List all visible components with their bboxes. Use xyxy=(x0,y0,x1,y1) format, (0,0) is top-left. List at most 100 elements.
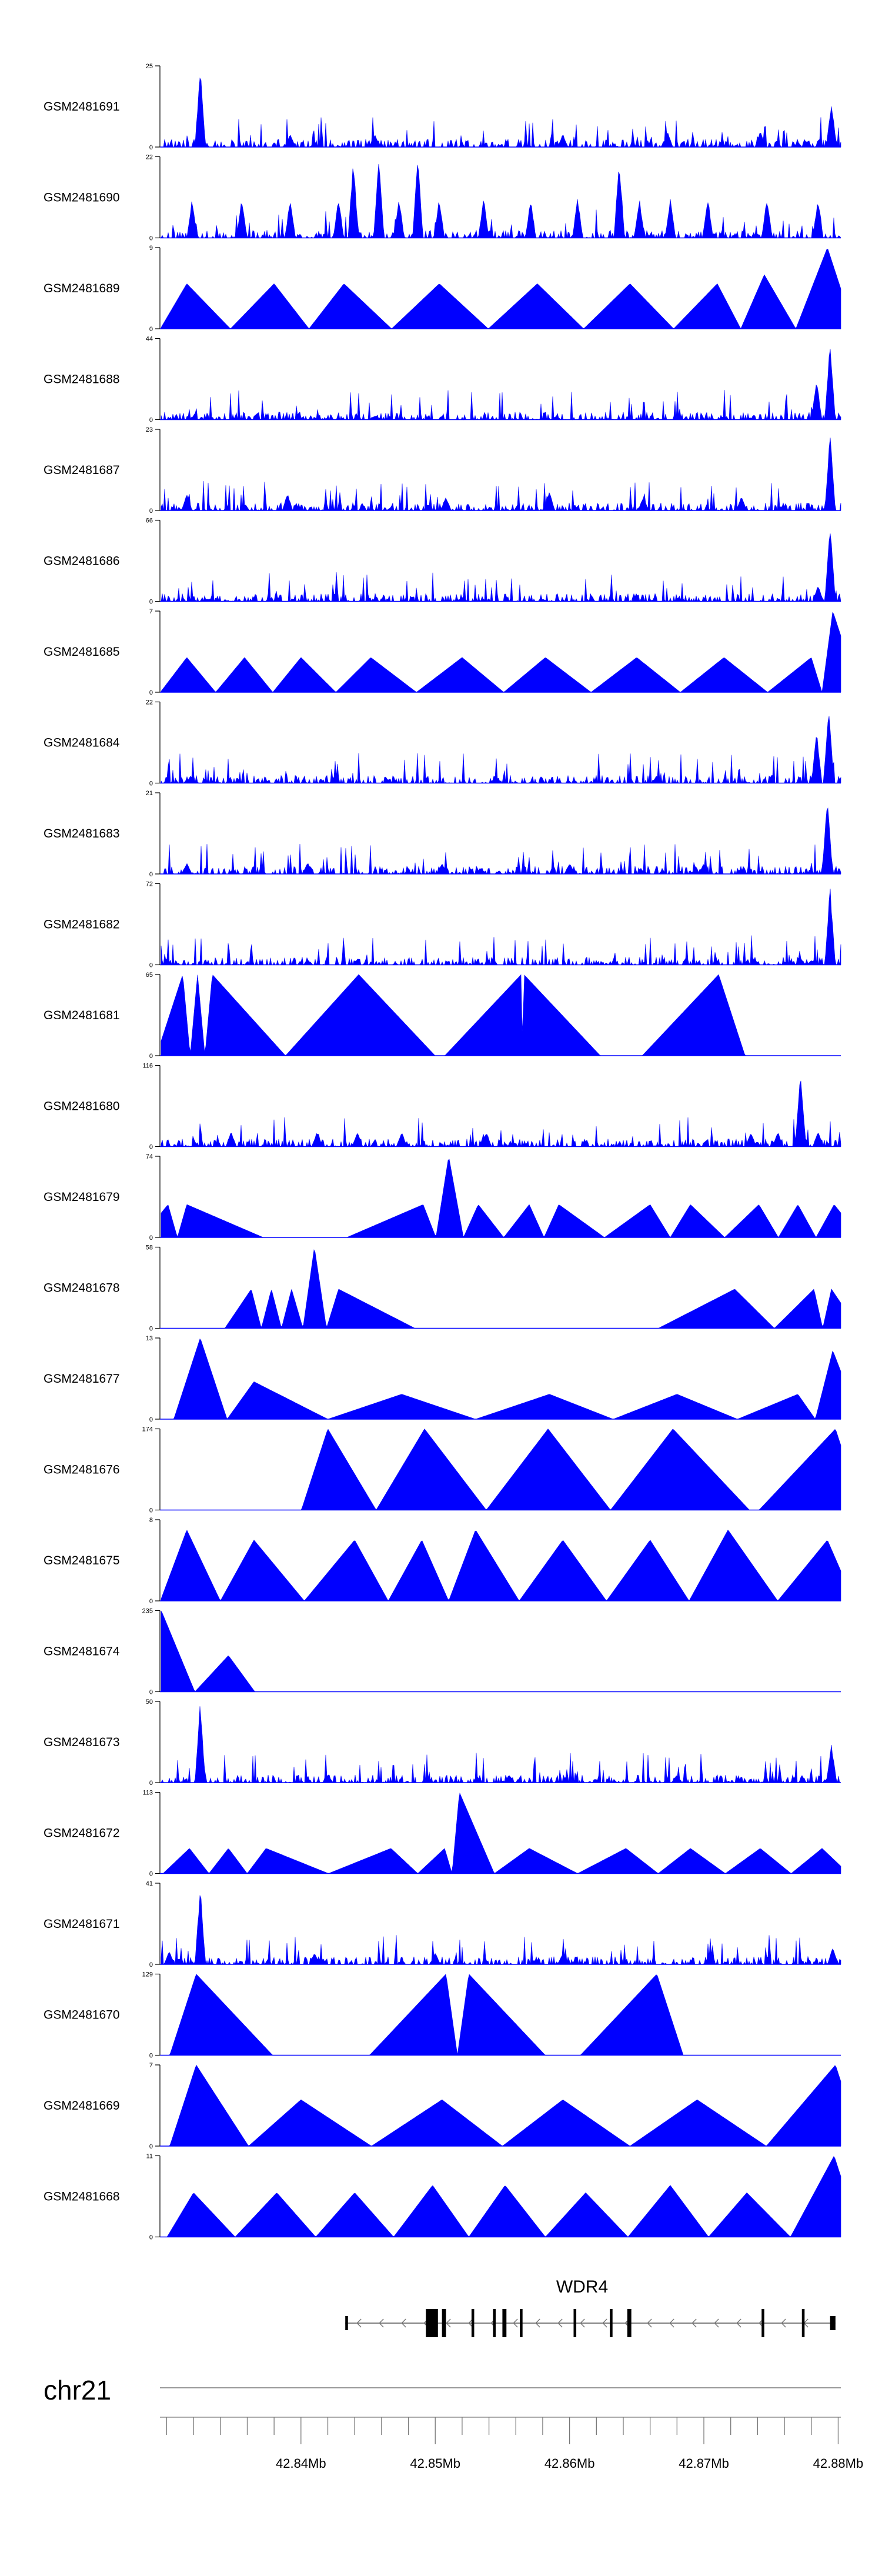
y-tick-label-max: 13 xyxy=(146,1335,153,1342)
exon xyxy=(801,2309,805,2337)
y-tick-label-max: 21 xyxy=(146,790,153,797)
y-tick-label-max: 116 xyxy=(142,1063,153,1070)
coverage-area xyxy=(161,1249,841,1329)
track-GSM2481682: GSM2481682 72 0 xyxy=(44,881,841,969)
coverage-area xyxy=(161,2155,841,2237)
coverage-area xyxy=(161,349,841,421)
strand-arrow xyxy=(379,2318,384,2328)
y-tick-label-zero: 0 xyxy=(149,1416,153,1423)
track-GSM2481687: GSM2481687 23 0 xyxy=(44,426,841,515)
gene-track: WDR4 xyxy=(345,2277,836,2337)
track-label: GSM2481684 xyxy=(44,736,120,750)
y-tick-label-max: 25 xyxy=(146,63,153,70)
track-label: GSM2481669 xyxy=(44,2099,120,2113)
y-tick-label-zero: 0 xyxy=(149,1053,153,1060)
track-GSM2481668: GSM2481668 11 0 xyxy=(44,2153,841,2241)
coverage-area xyxy=(161,533,841,602)
coverage-area xyxy=(161,1792,841,1874)
y-tick-label-max: 65 xyxy=(146,972,153,979)
coverage-area xyxy=(161,1974,841,2056)
coverage-area xyxy=(161,1338,841,1420)
exon xyxy=(471,2309,475,2337)
strand-arrow xyxy=(356,2318,362,2328)
coverage-area xyxy=(161,1159,841,1238)
strand-arrow xyxy=(468,2318,473,2328)
y-tick-label-max: 58 xyxy=(146,1244,153,1252)
track-label: GSM2481682 xyxy=(44,918,120,932)
strand-arrow xyxy=(647,2318,652,2328)
track-GSM2481678: GSM2481678 58 0 xyxy=(44,1244,841,1333)
strand-arrow xyxy=(513,2318,518,2328)
track-label: GSM2481670 xyxy=(44,2008,120,2022)
coverage-area xyxy=(161,1080,841,1147)
y-tick-label-zero: 0 xyxy=(149,1507,153,1514)
track-label: GSM2481677 xyxy=(44,1372,120,1386)
coverage-area xyxy=(161,249,841,329)
track-GSM2481669: GSM2481669 7 0 xyxy=(44,2062,841,2150)
y-tick-label-zero: 0 xyxy=(149,417,153,424)
track-label: GSM2481683 xyxy=(44,827,120,840)
track-label: GSM2481680 xyxy=(44,1100,120,1113)
y-tick-label-max: 50 xyxy=(146,1699,153,1706)
track-GSM2481683: GSM2481683 21 0 xyxy=(44,790,841,878)
track-label: GSM2481673 xyxy=(44,1736,120,1749)
y-tick-label-max: 22 xyxy=(146,699,153,706)
strand-arrow xyxy=(580,2318,585,2328)
y-tick-label-zero: 0 xyxy=(149,871,153,878)
y-tick-label-zero: 0 xyxy=(149,1598,153,1605)
track-label: GSM2481681 xyxy=(44,1009,120,1022)
track-label: GSM2481674 xyxy=(44,1645,120,1659)
track-GSM2481675: GSM2481675 8 0 xyxy=(44,1517,841,1605)
strand-arrow xyxy=(736,2318,741,2328)
exon xyxy=(573,2309,577,2337)
coverage-area xyxy=(161,2064,841,2147)
y-tick-label-max: 72 xyxy=(146,881,153,888)
exon xyxy=(502,2309,507,2337)
track-GSM2481670: GSM2481670 129 0 xyxy=(44,1971,841,2060)
track-GSM2481691: GSM2481691 25 0 xyxy=(44,63,841,151)
coverage-area xyxy=(161,1529,841,1601)
y-tick-label-max: 41 xyxy=(146,1880,153,1887)
y-tick-label-max: 8 xyxy=(149,1517,153,1524)
y-tick-label-max: 74 xyxy=(146,1153,153,1160)
exon xyxy=(830,2316,836,2330)
exon xyxy=(520,2309,523,2337)
y-tick-label-zero: 0 xyxy=(149,1326,153,1333)
coverage-area xyxy=(161,1429,841,1510)
exon xyxy=(493,2309,496,2337)
track-label: GSM2481691 xyxy=(44,100,120,114)
track-label: GSM2481676 xyxy=(44,1463,120,1477)
x-tick-label: 42.84Mb xyxy=(276,2456,326,2471)
y-tick-label-max: 11 xyxy=(146,2153,153,2160)
coverage-area xyxy=(161,77,841,148)
track-GSM2481689: GSM2481689 9 0 xyxy=(44,245,841,333)
exon xyxy=(426,2309,438,2337)
y-tick-label-max: 23 xyxy=(146,426,153,433)
track-label: GSM2481675 xyxy=(44,1554,120,1567)
track-label: GSM2481685 xyxy=(44,645,120,659)
y-tick-label-zero: 0 xyxy=(149,508,153,515)
y-tick-label-zero: 0 xyxy=(149,1961,153,1968)
track-GSM2481671: GSM2481671 41 0 xyxy=(44,1880,841,1968)
exon xyxy=(761,2309,764,2337)
track-label: GSM2481686 xyxy=(44,555,120,568)
y-tick-label-max: 44 xyxy=(146,336,153,343)
coverage-area xyxy=(161,1895,841,1966)
strand-arrow xyxy=(535,2318,540,2328)
track-label: GSM2481679 xyxy=(44,1190,120,1204)
y-tick-label-zero: 0 xyxy=(149,326,153,333)
track-GSM2481690: GSM2481690 22 0 xyxy=(44,154,841,242)
coverage-tracks: GSM2481691250GSM2481690220GSM248168990GS… xyxy=(44,63,841,2241)
y-tick-label-zero: 0 xyxy=(149,235,153,242)
exon xyxy=(610,2309,613,2337)
track-GSM2481674: GSM2481674 235 0 xyxy=(44,1608,841,1696)
y-tick-label-zero: 0 xyxy=(149,1234,153,1242)
exon xyxy=(627,2309,632,2337)
y-tick-label-zero: 0 xyxy=(149,1689,153,1696)
coverage-area xyxy=(161,438,841,512)
x-tick-label: 42.87Mb xyxy=(679,2456,729,2471)
gene-name-label: WDR4 xyxy=(556,2277,608,2297)
y-tick-label-zero: 0 xyxy=(149,2234,153,2241)
x-tick-label: 42.88Mb xyxy=(813,2456,864,2471)
strand-arrow xyxy=(401,2318,406,2328)
